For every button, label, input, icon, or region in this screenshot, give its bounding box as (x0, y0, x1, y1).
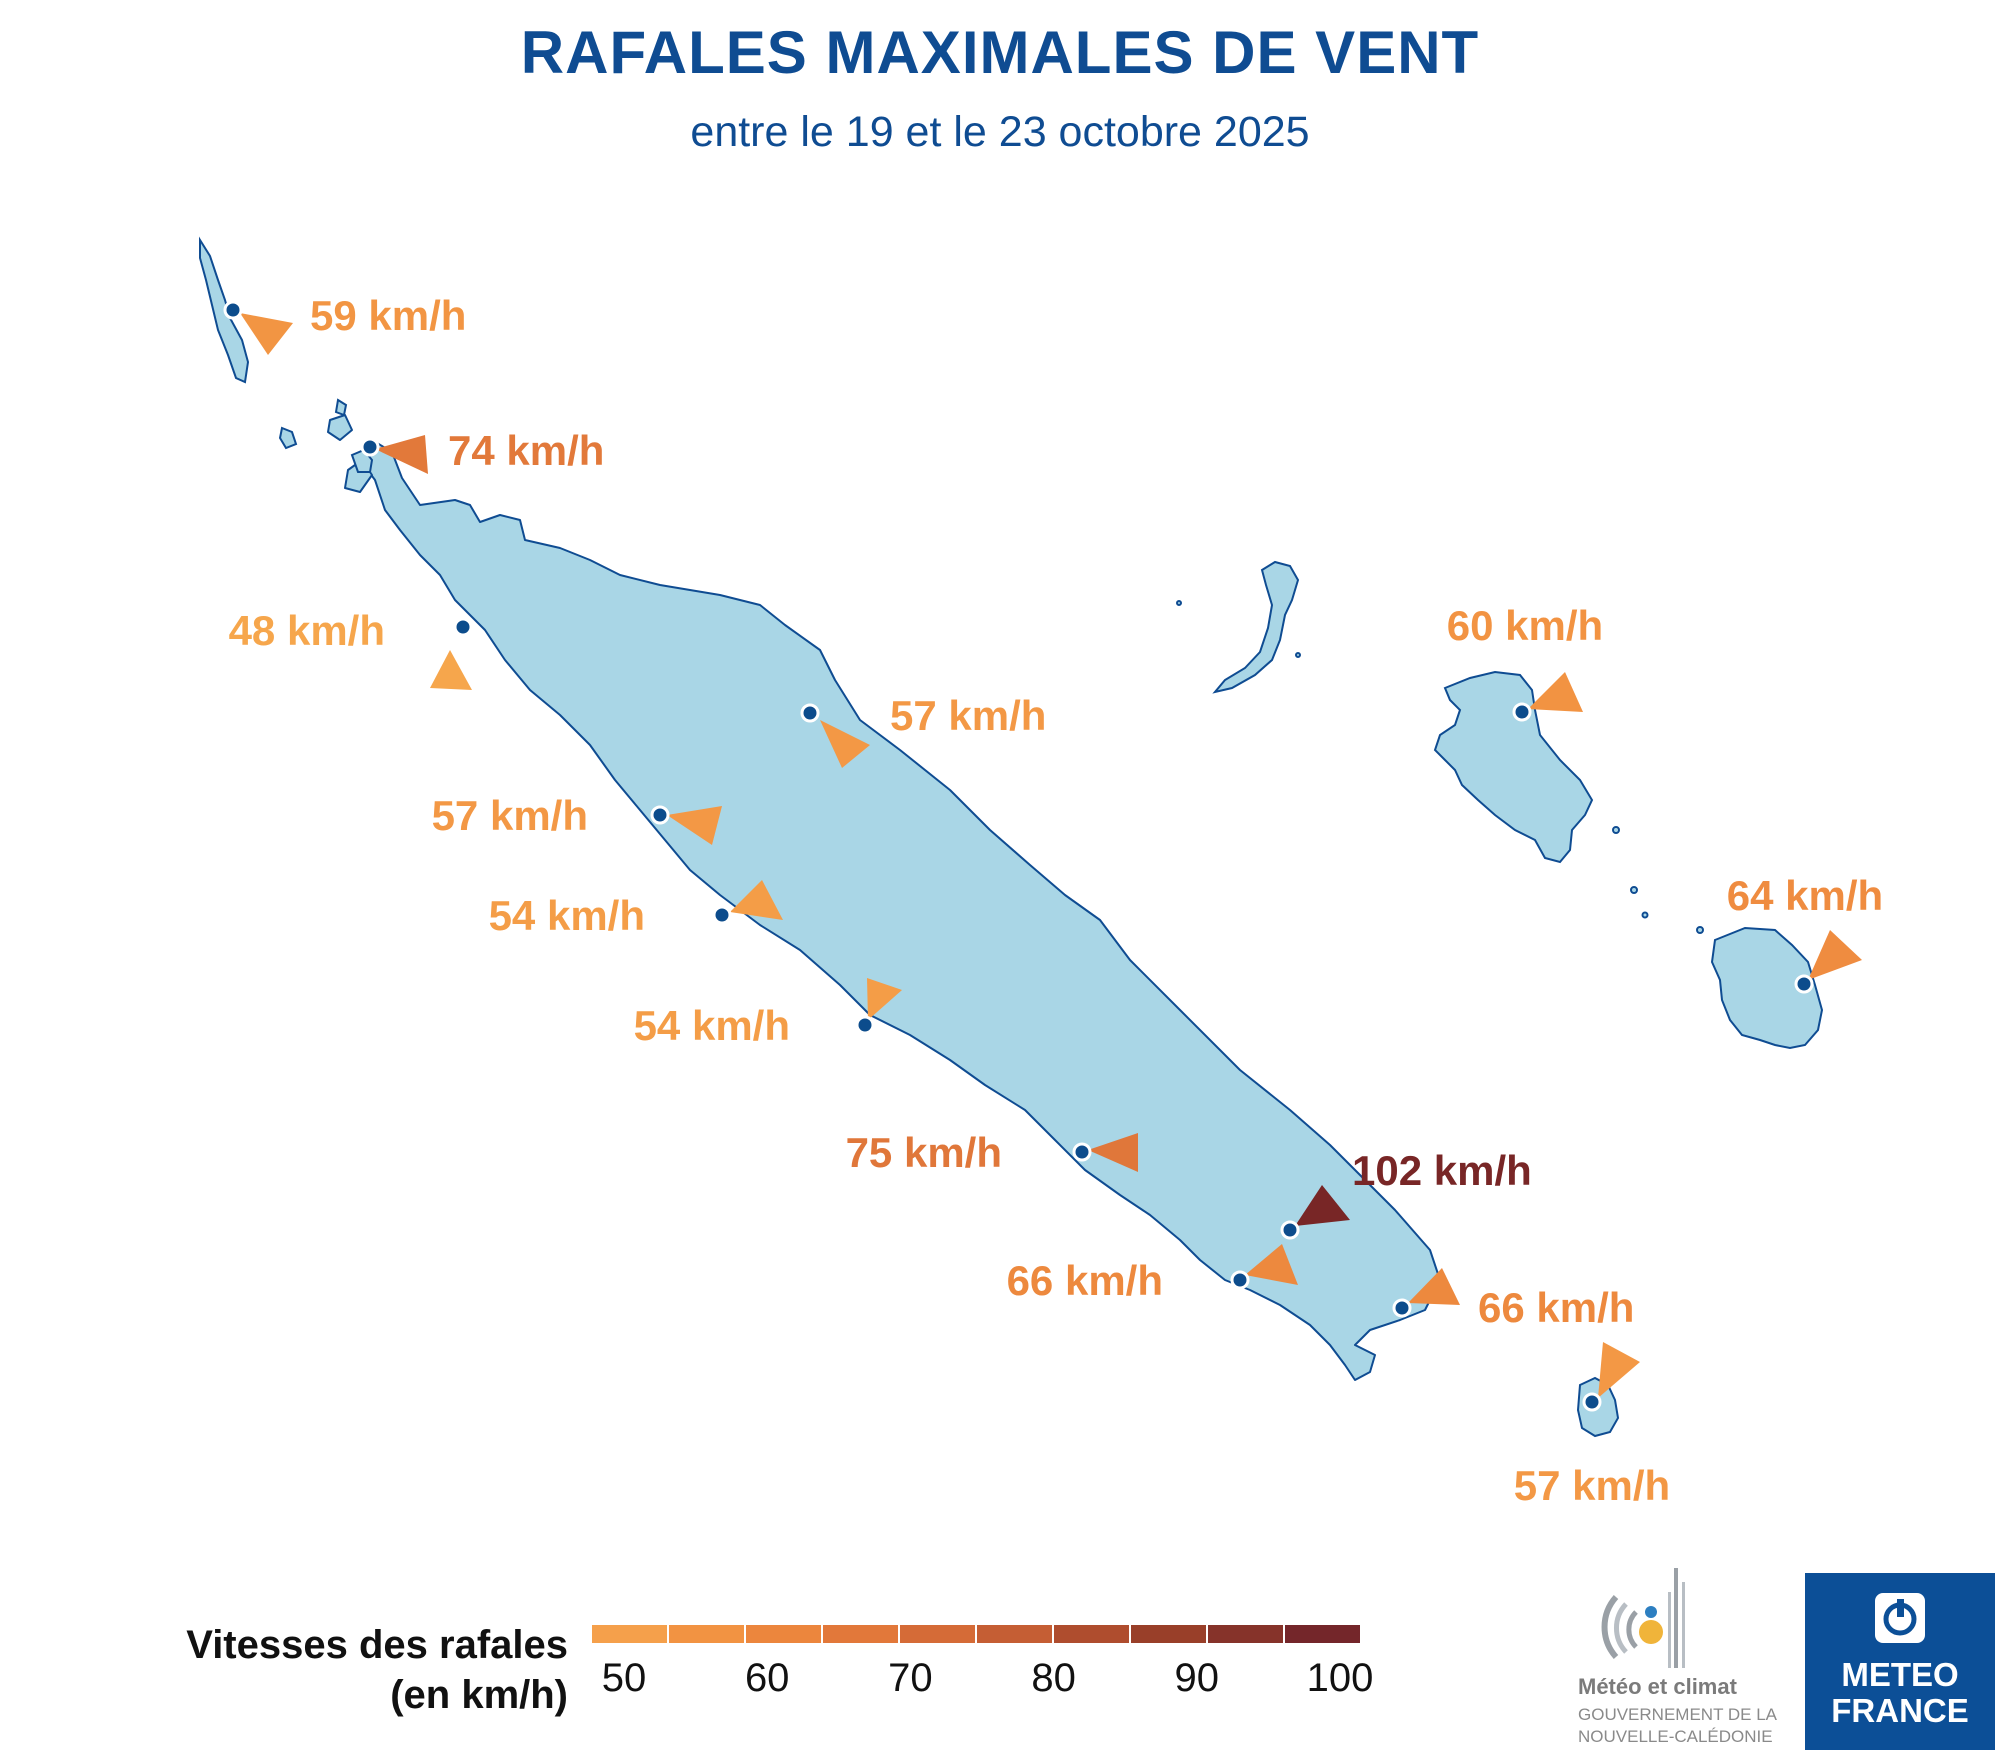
wind-direction-arrow (667, 806, 722, 845)
map-title: RAFALES MAXIMALES DE VENT (520, 19, 1480, 86)
wind-direction-arrow (1408, 1268, 1460, 1305)
gust-speed-label: 57 km/h (1514, 1462, 1670, 1509)
gust-speed-label: 54 km/h (634, 1002, 790, 1049)
lifou-island (1433, 670, 1594, 864)
wind-direction-arrow (1088, 1133, 1138, 1172)
station-dot (1392, 1298, 1412, 1318)
station-marker: 60 km/h (1447, 602, 1603, 722)
wind-direction-arrow (1245, 1244, 1298, 1285)
wind-direction-arrow (1598, 1342, 1640, 1398)
small-islets (1176, 600, 1704, 934)
station-dot (800, 703, 820, 723)
station-marker: 66 km/h (1007, 1244, 1298, 1304)
legend-tick-label: 80 (1031, 1656, 1076, 1700)
legend-color-segment (900, 1625, 977, 1643)
meteo-france-line1: METEO (1841, 1656, 1959, 1693)
legend-color-segment (592, 1625, 669, 1643)
station-dot (223, 300, 243, 320)
wind-direction-arrow (867, 978, 902, 1020)
partner-line2: NOUVELLE-CALÉDONIE (1578, 1727, 1773, 1746)
meteo-france-logo: METEO FRANCE (1805, 1573, 1995, 1750)
gust-speed-label: 74 km/h (448, 427, 604, 474)
legend-color-bar (592, 1625, 1360, 1643)
legend-tick-label: 100 (1306, 1656, 1374, 1700)
station-marker: 57 km/h (432, 792, 722, 845)
legend-color-segment (1285, 1625, 1360, 1643)
legend-tick-label: 90 (1174, 1656, 1220, 1700)
station-dot (855, 1015, 875, 1035)
station-dot (1794, 974, 1814, 994)
wind-direction-arrow (1808, 930, 1862, 980)
station-dot (1280, 1220, 1300, 1240)
stations-layer: 59 km/h 74 km/h 48 km/h 57 km/h 57 km/h 54 km… (223, 292, 1883, 1509)
meteo-france-emblem-icon (1875, 1593, 1925, 1643)
meteo-france-line2: FRANCE (1831, 1692, 1969, 1729)
wind-direction-arrow (730, 880, 783, 920)
partner-line1: GOUVERNEMENT DE LA (1578, 1705, 1778, 1724)
station-marker: 48 km/h (229, 607, 473, 690)
legend-color-segment (823, 1625, 900, 1643)
station-dot (712, 905, 732, 925)
legend-tick-label: 70 (888, 1656, 933, 1700)
gust-speed-label: 57 km/h (890, 692, 1046, 739)
station-dot (360, 437, 380, 457)
legend-title-line2: (en km/h) (390, 1673, 568, 1717)
grande-terre-island (327, 414, 1441, 1381)
station-marker: 75 km/h (846, 1129, 1138, 1176)
legend-color-segment (669, 1625, 746, 1643)
legend-color-segment (1054, 1625, 1131, 1643)
gust-speed-label: 75 km/h (846, 1129, 1002, 1176)
station-dot (1582, 1392, 1602, 1412)
legend-color-segment (1208, 1625, 1285, 1643)
gust-speed-label: 48 km/h (229, 607, 385, 654)
station-dot (1072, 1142, 1092, 1162)
gust-speed-label: 60 km/h (1447, 602, 1603, 649)
station-marker: 57 km/h (1514, 1342, 1670, 1509)
legend-tick-label: 60 (744, 1656, 790, 1700)
legend-title-line1: Vitesses des rafales (186, 1623, 568, 1667)
wind-direction-arrow (430, 650, 472, 690)
wind-direction-arrow (1528, 672, 1583, 712)
ouvea-island (1212, 560, 1300, 694)
station-marker: 64 km/h (1727, 872, 1883, 994)
station-dot (1230, 1270, 1250, 1290)
meteo-france-wordmark: METEO FRANCE (1805, 1657, 1995, 1729)
mare-island (1710, 926, 1824, 1050)
station-marker: 102 km/h (1280, 1147, 1532, 1240)
station-dot (1512, 702, 1532, 722)
station-marker: 57 km/h (800, 692, 1046, 768)
northern-islets (199, 236, 374, 473)
wind-direction-arrow (1295, 1185, 1350, 1226)
wind-direction-arrow (240, 313, 293, 355)
station-marker: 59 km/h (223, 292, 466, 355)
gust-speed-label: 66 km/h (1478, 1284, 1634, 1331)
station-marker: 54 km/h (634, 978, 902, 1049)
gust-speed-label: 57 km/h (432, 792, 588, 839)
station-dot (650, 805, 670, 825)
wind-direction-arrow (820, 720, 870, 768)
meteo-climat-nc-logo: Météo et climat GOUVERNEMENT DE LA NOUVE… (1578, 1562, 1788, 1750)
gust-speed-label: 66 km/h (1007, 1257, 1163, 1304)
partner-government: GOUVERNEMENT DE LA NOUVELLE-CALÉDONIE (1578, 1704, 1798, 1748)
station-dot (453, 617, 473, 637)
station-marker: 66 km/h (1392, 1268, 1634, 1331)
station-marker: 74 km/h (360, 427, 604, 474)
legend-color-segment (977, 1625, 1054, 1643)
map-subtitle: entre le 19 et le 23 octobre 2025 (690, 108, 1310, 156)
gust-speed-label: 64 km/h (1727, 872, 1883, 919)
legend-title: Vitesses des rafales (en km/h) (120, 1620, 568, 1720)
legend-color-segment (746, 1625, 823, 1643)
partner-name: Météo et climat (1578, 1674, 1737, 1699)
legend-tick-label: 50 (601, 1656, 647, 1700)
gust-speed-label: 54 km/h (489, 892, 645, 939)
nautilus-logo-icon (1601, 1568, 1685, 1668)
gust-speed-label: 102 km/h (1352, 1147, 1532, 1194)
legend-color-segment (1131, 1625, 1208, 1643)
station-marker: 54 km/h (489, 880, 783, 939)
wind-direction-arrow (375, 435, 428, 474)
gust-speed-label: 59 km/h (310, 292, 466, 339)
